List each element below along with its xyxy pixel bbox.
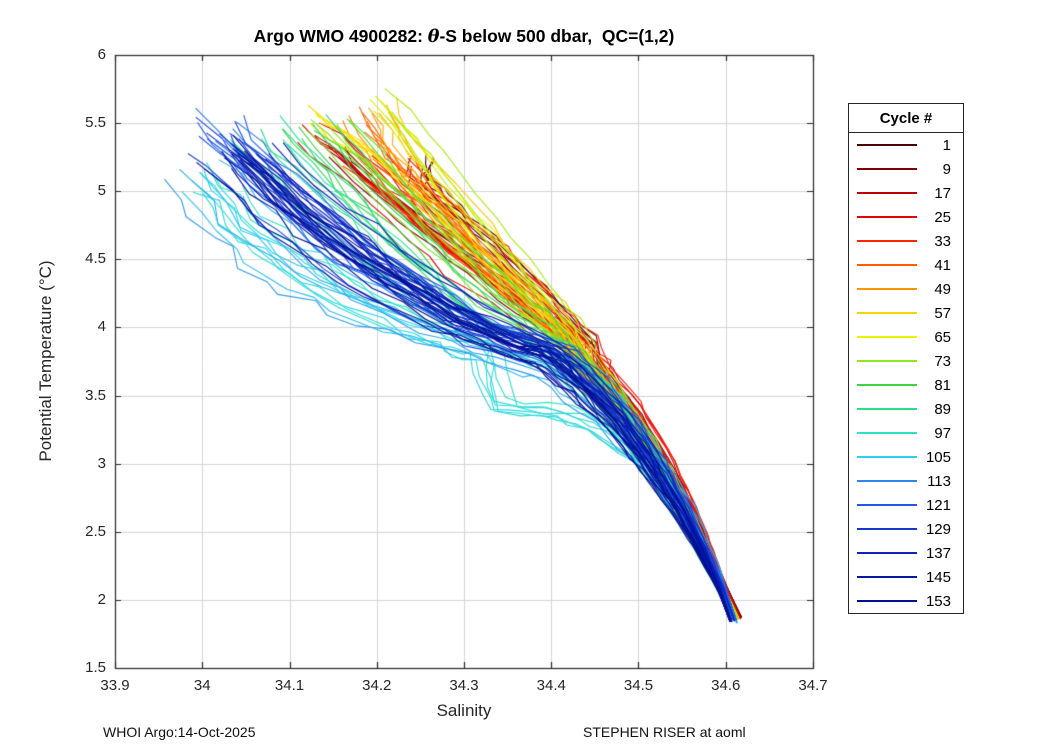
legend-cycle-number: 41 xyxy=(934,256,951,274)
legend-line-sample xyxy=(857,240,917,242)
legend-line-sample xyxy=(857,552,917,554)
legend-cycle-number: 121 xyxy=(925,496,951,514)
legend-row: 81 xyxy=(849,373,963,397)
legend-line-sample xyxy=(857,360,917,362)
chart-title-prefix: Argo WMO 4900282: xyxy=(253,26,428,46)
legend-line-sample xyxy=(857,264,917,266)
legend-row: 33 xyxy=(849,229,963,253)
legend-row: 113 xyxy=(849,469,963,493)
legend-cycle-number: 9 xyxy=(942,160,951,178)
x-tick-label: 34.3 xyxy=(449,677,479,694)
legend-cycle-number: 153 xyxy=(925,592,951,610)
legend-cycle-number: 113 xyxy=(927,472,951,490)
legend-cycle-number: 105 xyxy=(925,448,951,466)
legend-cycle-number: 137 xyxy=(925,544,951,562)
x-tick-label: 33.9 xyxy=(100,677,130,694)
legend-row: 9 xyxy=(849,157,963,181)
legend-line-sample xyxy=(857,288,917,290)
legend-title: Cycle # xyxy=(879,110,933,127)
legend-line-sample xyxy=(857,336,917,338)
legend-line-sample xyxy=(857,168,917,170)
x-tick-label: 34.6 xyxy=(711,677,741,694)
legend-cycle-number: 49 xyxy=(934,280,951,298)
legend-row: 25 xyxy=(849,205,963,229)
x-tick-label: 34 xyxy=(193,677,211,694)
legend-line-sample xyxy=(857,504,917,506)
legend-row: 49 xyxy=(849,277,963,301)
legend-row: 41 xyxy=(849,253,963,277)
x-axis-label: Salinity xyxy=(436,701,492,720)
y-tick-label: 5 xyxy=(97,182,106,200)
legend-line-sample xyxy=(857,576,917,578)
y-tick-label: 6 xyxy=(97,46,106,63)
legend-line-sample xyxy=(857,528,917,530)
legend-row: 97 xyxy=(849,421,963,445)
legend-cycle-number: 57 xyxy=(934,304,951,322)
legend-row: 65 xyxy=(849,325,963,349)
y-tick-label: 5.5 xyxy=(85,114,106,132)
legend-cycle-number: 65 xyxy=(934,328,951,346)
legend-separator xyxy=(849,132,963,133)
x-tick-label: 34.2 xyxy=(362,677,392,694)
footer-credit-right: STEPHEN RISER at aoml xyxy=(583,724,746,740)
y-tick-label: 2 xyxy=(97,590,106,608)
legend-row: 105 xyxy=(849,445,963,469)
legend-line-sample xyxy=(857,600,917,602)
legend-line-sample xyxy=(857,432,917,434)
theta-symbol: θ xyxy=(427,27,440,47)
legend-row: 137 xyxy=(849,541,963,565)
legend-line-sample xyxy=(857,312,917,314)
footer-credit-left: WHOI Argo:14-Oct-2025 xyxy=(103,724,256,740)
legend-line-sample xyxy=(857,408,917,410)
x-tick-label: 34.5 xyxy=(623,677,654,694)
legend-cycle-number: 25 xyxy=(934,208,951,226)
y-tick-label: 1.5 xyxy=(85,659,106,676)
legend-cycle-number: 129 xyxy=(925,520,951,538)
legend-line-sample xyxy=(857,456,917,458)
legend-cycle-number: 33 xyxy=(934,232,951,250)
legend-line-sample xyxy=(857,216,917,218)
y-tick-label: 2.5 xyxy=(85,522,106,540)
legend-cycle-number: 1 xyxy=(942,136,951,154)
legend-cycle-number: 97 xyxy=(934,424,951,442)
legend-row: 145 xyxy=(849,565,963,589)
legend-row: 57 xyxy=(849,301,963,325)
legend-row: 73 xyxy=(849,349,963,373)
x-tick-label: 34.7 xyxy=(798,677,828,694)
legend-cycle-number: 81 xyxy=(934,376,951,394)
legend-row: 89 xyxy=(849,397,963,421)
y-tick-label: 4 xyxy=(97,318,106,336)
legend-line-sample xyxy=(857,192,917,194)
legend: Cycle # 1 9 17 25 33 41 49 57 65 73 81 89 97 105 113 12… xyxy=(848,103,964,614)
x-tick-label: 34.1 xyxy=(274,677,305,694)
y-tick-label: 4.5 xyxy=(85,250,106,268)
legend-line-sample xyxy=(857,384,917,386)
y-axis-label: Potential Temperature (°C) xyxy=(36,260,55,462)
y-tick-label: 3.5 xyxy=(85,386,106,404)
legend-row: 1 xyxy=(849,133,963,157)
legend-cycle-number: 73 xyxy=(934,352,951,370)
legend-cycle-number: 145 xyxy=(925,568,951,586)
legend-row: 17 xyxy=(849,181,963,205)
legend-cycle-number: 17 xyxy=(934,184,951,202)
legend-rows: 1 9 17 25 33 41 49 57 65 73 81 89 97 105 113 121 129 137 1… xyxy=(849,133,963,613)
legend-row: 129 xyxy=(849,517,963,541)
chart-title-suffix: -S below 500 dbar, QC=(1,2) xyxy=(439,26,675,46)
legend-row: 121 xyxy=(849,493,963,517)
legend-line-sample xyxy=(857,144,917,146)
legend-cycle-number: 89 xyxy=(934,400,951,418)
chart-title: Argo WMO 4900282: θ-S below 500 dbar, QC… xyxy=(254,26,675,47)
legend-line-sample xyxy=(857,480,917,482)
legend-row: 153 xyxy=(849,589,963,613)
y-tick-label: 3 xyxy=(97,454,106,472)
x-tick-label: 34.4 xyxy=(536,677,566,694)
